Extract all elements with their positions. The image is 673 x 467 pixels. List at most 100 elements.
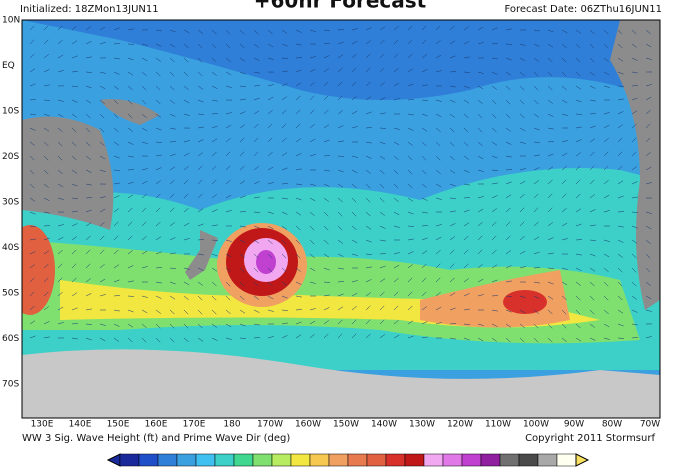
wave-dir-arrow	[141, 85, 147, 91]
wave-dir-arrow	[99, 85, 106, 90]
wave-dir-arrow	[295, 239, 301, 245]
wave-dir-arrow	[435, 277, 441, 283]
wave-dir-arrow	[351, 28, 358, 31]
lon-label: 100W	[523, 420, 549, 430]
wave-dir-arrow	[547, 166, 554, 171]
lon-label: 110W	[485, 420, 511, 430]
wave-dir-arrow	[603, 194, 610, 199]
wave-dir-arrow	[533, 221, 539, 227]
wave-dir-arrow	[337, 239, 343, 244]
wave-dir-arrow	[155, 99, 161, 105]
wave-dir-arrow	[225, 253, 232, 258]
wave-dir-arrow	[365, 253, 372, 255]
wave-dir-arrow	[379, 67, 385, 73]
wave-dir-arrow	[337, 41, 344, 45]
wave-dir-arrow	[449, 99, 456, 103]
wave-dir-arrow	[645, 166, 652, 171]
wave-dir-arrow	[379, 155, 386, 160]
wave-dir-arrow	[631, 196, 638, 199]
wave-dir-arrow	[309, 138, 316, 143]
wave-dir-arrow	[547, 252, 554, 255]
wave-dir-arrow	[141, 57, 148, 62]
wave-dir-arrow	[183, 71, 189, 77]
wave-dir-arrow	[225, 267, 231, 273]
wave-dir-arrow	[309, 308, 316, 311]
wave-dir-arrow	[351, 40, 358, 45]
wave-dir-arrow	[169, 323, 175, 329]
wave-dir-arrow	[113, 221, 119, 227]
wave-dir-arrow	[127, 155, 134, 158]
wave-dir-arrow	[253, 110, 260, 115]
wave-dir-arrow	[421, 321, 428, 325]
wave-dir-arrow	[239, 309, 246, 314]
wave-dir-arrow	[491, 323, 498, 327]
wave-dir-arrow	[197, 223, 204, 227]
wave-dir-arrow	[547, 281, 554, 285]
wave-dir-arrow	[141, 141, 148, 144]
wave-dir-arrow	[239, 43, 245, 49]
wave-dir-arrow	[617, 111, 624, 115]
wave-dir-arrow	[281, 197, 288, 200]
wave-dir-arrow	[197, 267, 204, 271]
wave-dir-arrow	[85, 293, 92, 297]
wave-dir-arrow	[393, 39, 399, 45]
copyright: Copyright 2011 Stormsurf	[525, 433, 655, 444]
wave-dir-arrow	[183, 57, 189, 63]
wave-dir-arrow	[617, 281, 623, 287]
wave-dir-arrow	[71, 113, 77, 118]
wave-dir-arrow	[155, 180, 161, 185]
wave-dir-arrow	[29, 305, 35, 311]
wave-dir-arrow	[71, 155, 77, 161]
south-america	[610, 20, 660, 310]
wave-dir-arrow	[561, 207, 567, 213]
wave-dir-arrow	[603, 179, 609, 185]
wave-dir-arrow	[365, 305, 371, 311]
wave-dir-arrow	[575, 29, 581, 34]
wave-dir-arrow	[309, 68, 316, 73]
wave-dir-arrow	[211, 281, 217, 287]
wave-dir-arrow	[435, 263, 441, 269]
wave-dir-arrow	[575, 239, 582, 241]
wave-dir-arrow	[239, 281, 245, 287]
wave-dir-arrow	[477, 127, 483, 133]
wave-dir-arrow	[197, 309, 203, 315]
wave-dir-arrow	[183, 193, 189, 199]
wave-dir-arrow	[533, 29, 540, 32]
wave-dir-arrow	[533, 85, 539, 91]
wave-dir-arrow	[421, 141, 427, 147]
wave-dir-arrow	[295, 69, 302, 73]
wave-dir-arrow	[183, 309, 189, 315]
wave-dir-arrow	[463, 183, 470, 186]
wave-dir-arrow	[127, 221, 133, 227]
wave-dir-arrow	[183, 140, 190, 143]
lat-label: 50S	[2, 289, 19, 299]
wave-dir-arrow	[211, 253, 218, 257]
wave-dir-arrow	[547, 71, 553, 77]
wave-dir-arrow	[421, 250, 428, 255]
wave-dir-arrow	[505, 280, 512, 283]
wave-dir-arrow	[211, 85, 218, 89]
wave-dir-arrow	[183, 43, 189, 48]
wave-dir-arrow	[267, 57, 274, 60]
wave-dir-arrow	[379, 141, 386, 145]
new-guinea	[100, 99, 160, 125]
wave-dir-arrow	[575, 152, 581, 157]
wave-dir-arrow	[631, 57, 638, 61]
wave-dir-arrow	[323, 183, 330, 187]
wave-dir-arrow	[463, 85, 470, 89]
wave-dir-arrow	[603, 267, 609, 273]
initialized-label: Initialized: 18ZMon13JUN11	[20, 4, 159, 15]
wave-dir-arrow	[183, 166, 189, 171]
wave-dir-arrow	[561, 71, 567, 77]
wave-dir-arrow	[113, 99, 119, 105]
wave-dir-arrow	[617, 323, 624, 327]
wave-dir-arrow	[295, 225, 301, 231]
wave-dir-arrow	[575, 126, 582, 129]
wave-dir-arrow	[57, 197, 64, 200]
wave-dir-arrow	[155, 71, 161, 77]
wave-dir-arrow	[281, 137, 287, 143]
wave-dir-arrow	[155, 193, 161, 199]
wave-dir-arrow	[253, 267, 259, 273]
wave-dir-arrow	[113, 85, 119, 90]
wave-dir-arrow	[351, 155, 358, 158]
